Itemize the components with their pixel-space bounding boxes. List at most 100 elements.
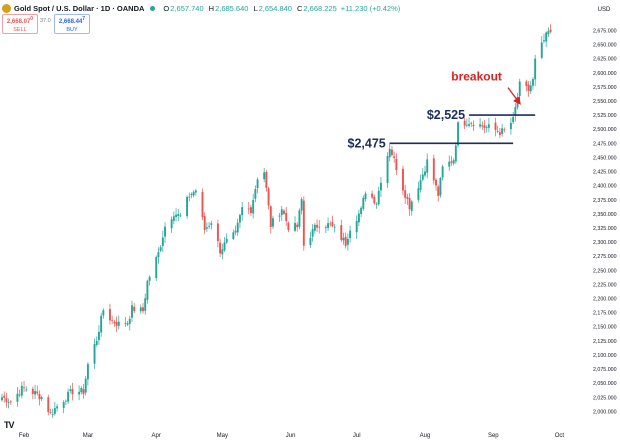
price-axis[interactable]: 2,000.000 2,025.000 2,050.000 2,075.000 2,10…: [593, 7, 617, 415]
candle-body: [223, 242, 226, 251]
x-tick-label: Feb: [19, 433, 30, 439]
candle-body: [487, 124, 490, 128]
candle-body: [373, 196, 376, 204]
candle-body: [56, 406, 59, 409]
y-tick-label: 2,325.000: [593, 226, 617, 232]
buy-button[interactable]: 2,668.447 BUY: [54, 14, 90, 34]
sell-label: SELL: [13, 27, 27, 33]
candle-body: [236, 222, 239, 233]
candle-body: [111, 320, 114, 322]
candle-body: [313, 224, 316, 231]
candle-body: [432, 158, 435, 181]
candle-body: [483, 125, 486, 128]
candle-body: [481, 125, 484, 127]
x-tick-label: Sep: [488, 433, 499, 439]
candle-body: [509, 122, 512, 130]
y-tick-label: 2,250.000: [593, 268, 617, 274]
low-value: 2,654.840: [258, 3, 292, 13]
candle-body: [221, 249, 224, 255]
candle-body: [408, 198, 411, 210]
candle-body: [20, 385, 23, 396]
y-tick-label: 2,675.000: [593, 28, 617, 34]
y-tick-label: 2,150.000: [593, 325, 617, 331]
candle-body: [265, 171, 268, 188]
candle-body: [529, 85, 532, 92]
candle-body: [547, 31, 550, 35]
candle-body: [272, 218, 274, 227]
candle-body: [498, 132, 501, 136]
candle-body: [144, 298, 147, 311]
open-label: O: [163, 3, 170, 13]
candle-body: [225, 238, 228, 243]
candle-body: [86, 364, 89, 380]
candle-body: [157, 252, 160, 258]
candle-body: [278, 215, 281, 217]
candle-body: [155, 256, 158, 279]
candle-body: [439, 178, 442, 196]
candle-body: [518, 81, 521, 97]
candle-body: [349, 230, 352, 239]
high-value: 2,685.640: [215, 3, 249, 13]
candle-body: [133, 306, 136, 312]
candle-body: [128, 318, 131, 324]
candle-body: [201, 191, 204, 218]
candle-body: [161, 237, 164, 247]
candle-body: [377, 190, 380, 205]
x-tick-label: Apr: [152, 433, 161, 439]
candle-body: [71, 388, 74, 395]
candle-body: [309, 237, 312, 246]
candle-body: [324, 227, 327, 229]
y-tick-label: 2,300.000: [593, 240, 617, 246]
candle-body: [534, 58, 537, 80]
y-tick-label: 2,375.000: [593, 198, 617, 204]
candle-body: [40, 397, 43, 400]
candle-body: [375, 203, 378, 205]
candle-body: [139, 307, 142, 312]
tradingview-logo[interactable]: TV: [4, 420, 14, 430]
symbol-header: Gold Spot / U.S. Dollar · 1D · OANDA O 2,…: [2, 2, 400, 14]
candle-body: [84, 378, 87, 393]
candle-body: [437, 186, 440, 196]
time-axis[interactable]: Feb Mar Apr May Jun Jul Aug Sep Oct: [19, 433, 565, 439]
candle-body: [7, 402, 10, 404]
candle-body: [9, 401, 12, 403]
candle-body: [379, 182, 382, 191]
y-tick-label: 2,500.000: [593, 127, 617, 133]
candle-body: [417, 188, 420, 200]
y-tick-label: 2,400.000: [593, 184, 617, 190]
candle-body: [540, 42, 543, 58]
candle-body: [80, 387, 83, 393]
candle-body: [252, 200, 255, 214]
candle-body: [463, 120, 466, 126]
candle-body: [549, 29, 552, 32]
y-tick-label: 2,650.000: [593, 43, 617, 49]
x-tick-label: May: [217, 433, 228, 439]
candle-body: [457, 122, 460, 146]
y-tick-label: 2,475.000: [593, 141, 617, 147]
low-label: L: [253, 3, 258, 13]
candle-body: [172, 216, 175, 221]
candle-body: [164, 226, 166, 237]
candle-body: [175, 214, 178, 217]
candle-body: [190, 194, 193, 196]
candle-body: [78, 391, 81, 395]
candle-body: [249, 207, 252, 214]
candle-body: [501, 128, 504, 134]
candle-body: [527, 84, 530, 91]
candle-body: [18, 394, 21, 396]
candle-body: [203, 216, 206, 231]
symbol-title[interactable]: Gold Spot / U.S. Dollar · 1D · OANDA: [14, 3, 145, 13]
breakout-arrow: [507, 87, 521, 105]
candle-body: [34, 391, 37, 395]
sell-button[interactable]: 2,668.070 SELL: [2, 14, 38, 34]
candle-body: [1, 397, 3, 401]
candle-body: [159, 247, 162, 251]
y-tick-label: 2,625.000: [593, 57, 617, 63]
candle-body: [131, 305, 133, 318]
candle-body: [146, 280, 149, 300]
y-tick-label: 2,050.000: [593, 381, 617, 387]
y-tick-label: 2,025.000: [593, 395, 617, 401]
candle-body: [388, 148, 391, 158]
candle-body: [38, 393, 41, 400]
